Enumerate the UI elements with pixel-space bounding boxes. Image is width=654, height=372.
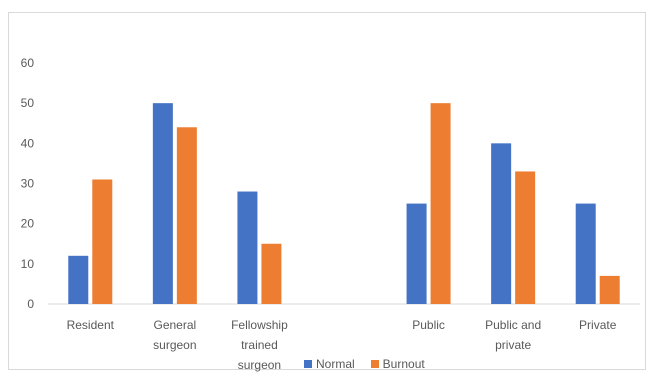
legend: Normal Burnout xyxy=(304,357,425,371)
y-tick-label: 60 xyxy=(21,56,35,70)
legend-item-normal: Normal xyxy=(304,357,355,371)
y-tick-label: 10 xyxy=(21,257,35,271)
x-tick-label: General xyxy=(154,318,197,332)
bar-normal-5 xyxy=(491,143,512,304)
bar-burnout-5 xyxy=(515,171,536,304)
y-tick-label: 0 xyxy=(27,297,34,311)
x-tick-label: private xyxy=(495,338,531,352)
bar-burnout-0 xyxy=(92,179,113,304)
bar-burnout-2 xyxy=(261,243,282,304)
bar-normal-1 xyxy=(152,103,173,305)
legend-swatch-normal xyxy=(304,360,312,368)
y-tick-label: 40 xyxy=(21,136,35,150)
chart-frame xyxy=(8,12,646,370)
legend-item-burnout: Burnout xyxy=(370,357,425,371)
bar-burnout-4 xyxy=(430,103,451,305)
x-tick-label: Public xyxy=(412,318,445,332)
bar-normal-2 xyxy=(237,191,258,304)
legend-label-normal: Normal xyxy=(316,357,355,371)
y-tick-label: 20 xyxy=(21,217,35,231)
bar-burnout-1 xyxy=(176,127,197,305)
x-tick-label: Fellowship xyxy=(231,318,288,332)
x-tick-label: trained xyxy=(241,338,278,352)
x-tick-label: surgeon xyxy=(238,358,281,372)
bar-normal-0 xyxy=(68,255,89,304)
x-tick-label: Private xyxy=(579,318,617,332)
y-tick-label: 30 xyxy=(21,177,35,191)
bar-normal-4 xyxy=(406,203,427,304)
y-tick-label: 50 xyxy=(21,96,35,110)
legend-swatch-burnout xyxy=(370,360,379,368)
x-tick-label: surgeon xyxy=(153,338,196,352)
legend-label-burnout: Burnout xyxy=(382,357,425,371)
bar-normal-6 xyxy=(575,203,596,304)
x-tick-label: Public and xyxy=(485,318,541,332)
x-tick-label: Resident xyxy=(67,318,115,332)
bar-burnout-6 xyxy=(599,275,620,304)
